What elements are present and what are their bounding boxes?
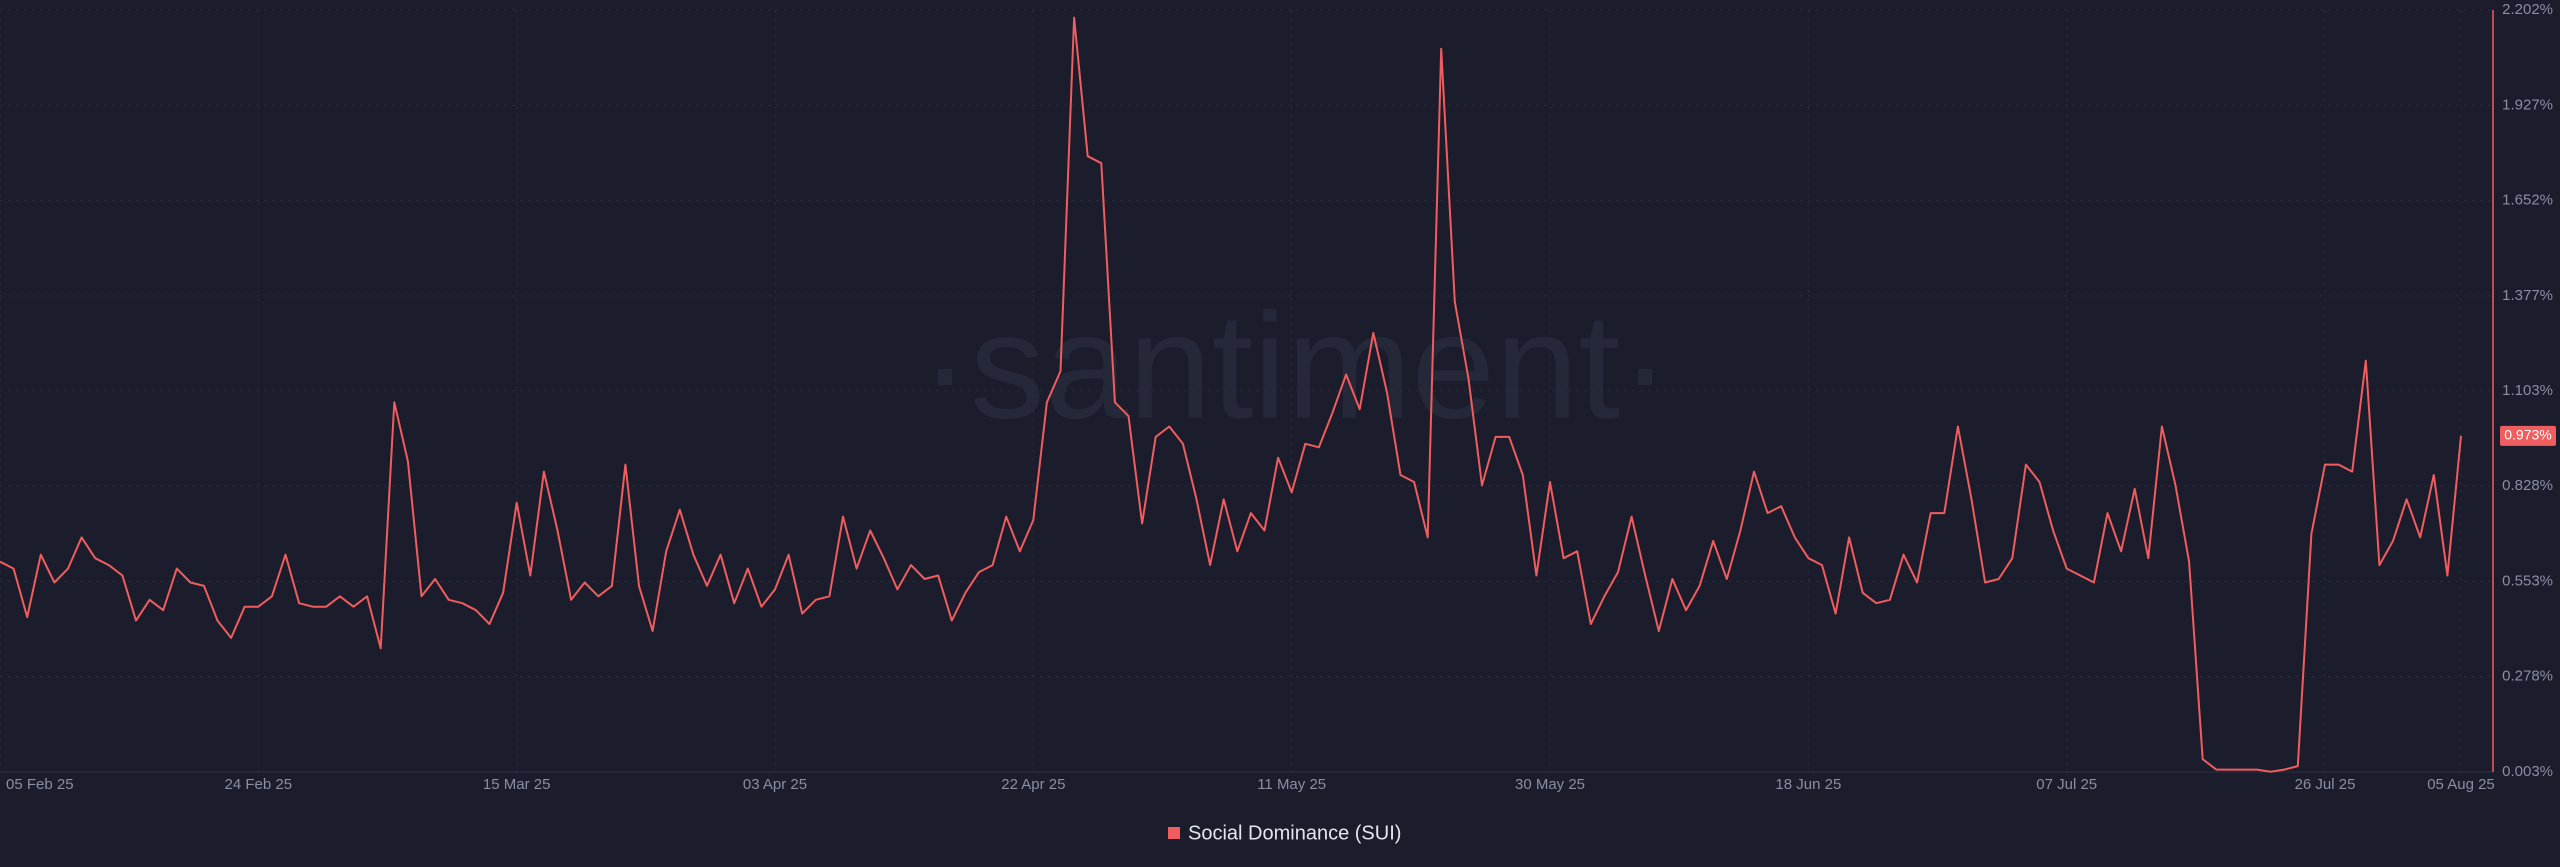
x-tick-label: 11 May 25: [1257, 776, 1326, 793]
y-tick-label: 0.553%: [2502, 572, 2553, 589]
x-tick-label: 30 May 25: [1515, 776, 1585, 793]
y-tick-label: 1.377%: [2502, 287, 2553, 304]
y-tick-label: 0.828%: [2502, 477, 2553, 494]
x-tick-label: 15 Mar 25: [483, 776, 551, 793]
x-tick-label: 05 Aug 25: [2427, 776, 2495, 793]
y-tick-label: 1.103%: [2502, 382, 2553, 399]
legend-swatch: [1168, 827, 1180, 839]
y-tick-label: 0.278%: [2502, 668, 2553, 685]
watermark: ·santiment·: [920, 282, 1670, 450]
last-value-label: 0.973%: [2504, 427, 2551, 443]
x-tick-label: 26 Jul 25: [2295, 776, 2356, 793]
x-tick-label: 24 Feb 25: [225, 776, 293, 793]
x-tick-label: 07 Jul 25: [2036, 776, 2097, 793]
data-line: [0, 16, 2462, 773]
x-tick-label: 03 Apr 25: [743, 776, 807, 793]
y-tick-label: 2.202%: [2502, 1, 2553, 18]
legend-label: Social Dominance (SUI): [1188, 822, 1401, 844]
x-tick-label: 22 Apr 25: [1001, 776, 1065, 793]
last-value-badge: [2500, 425, 2556, 446]
y-tick-label: 0.003%: [2502, 763, 2553, 780]
x-tick-label: 05 Feb 25: [6, 776, 74, 793]
x-tick-label: 18 Jun 25: [1775, 776, 1841, 793]
y-tick-label: 1.927%: [2502, 96, 2553, 113]
y-tick-label: 1.652%: [2502, 192, 2553, 209]
